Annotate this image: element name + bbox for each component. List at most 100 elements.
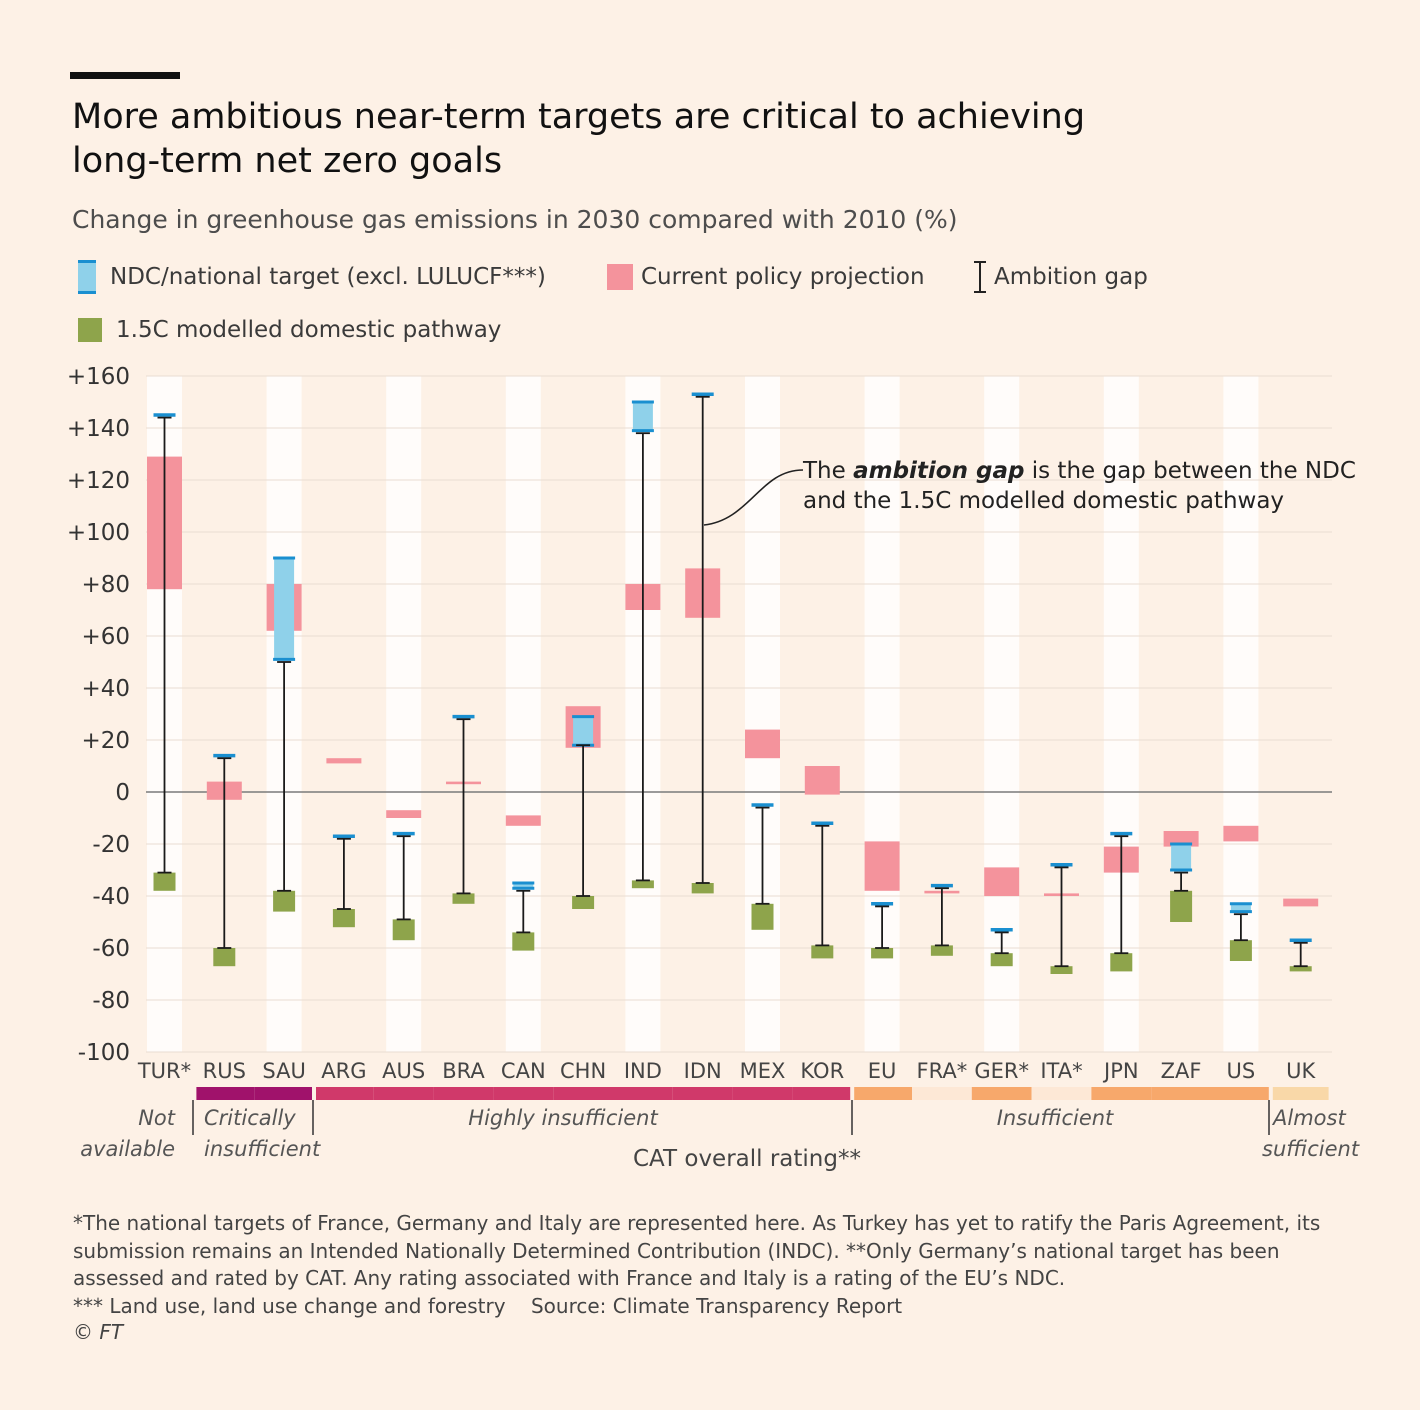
x-tick-label: GER* xyxy=(974,1059,1029,1083)
rating-bar-segment xyxy=(316,1087,374,1100)
pathway-bar xyxy=(871,948,894,959)
y-tick-label: -40 xyxy=(92,884,130,910)
rating-critical-2: insufficient xyxy=(204,1137,321,1161)
gap-whisker-icon xyxy=(974,261,986,293)
x-tick-label: CHN xyxy=(560,1059,606,1083)
legend-ndc: NDC/national target (excl. LULUCF***) xyxy=(78,260,546,294)
pathway-bar xyxy=(512,932,535,951)
x-tick-label: ITA* xyxy=(1040,1059,1082,1083)
x-tick-label: BRA xyxy=(442,1059,485,1083)
x-tick-label: TUR* xyxy=(137,1059,191,1083)
country-marks xyxy=(804,766,840,959)
country-marks xyxy=(446,714,481,904)
country-marks xyxy=(1283,898,1319,972)
data-marks xyxy=(147,392,1319,974)
country-marks xyxy=(1223,825,1259,961)
rating-not-available-1: Not xyxy=(138,1106,176,1130)
y-tick-label: +20 xyxy=(81,728,130,754)
pathway-bar xyxy=(1110,953,1133,972)
pathway-bar xyxy=(452,893,475,904)
x-tick-label: RUS xyxy=(203,1059,246,1083)
rating-bars xyxy=(196,1087,1329,1100)
x-tick-label: AUS xyxy=(382,1059,425,1083)
rating-bar-segment xyxy=(732,1087,793,1100)
x-tick-label: SAU xyxy=(262,1059,305,1083)
chart-subtitle: Change in greenhouse gas emissions in 20… xyxy=(72,205,958,234)
country-marks xyxy=(147,413,182,891)
rating-highly: Highly insufficient xyxy=(468,1106,658,1130)
x-axis-labels: TUR* RUS SAU ARG AUS BRA CAN CHN IND IDN MEX KOR EU F… xyxy=(137,1059,1317,1083)
rating-bar-segment xyxy=(196,1087,255,1100)
current-policy-bar xyxy=(1283,898,1319,907)
legend-pathway-label: 1.5C modelled domestic pathway xyxy=(116,317,502,343)
rating-bar-segment xyxy=(971,1087,1032,1100)
legend-current: Current policy projection xyxy=(607,264,925,290)
rating-almost-2: sufficient xyxy=(1262,1137,1360,1161)
legend-gap: Ambition gap xyxy=(970,260,1148,294)
rating-almost-1: Almost xyxy=(1271,1106,1346,1130)
rating-bar-segment xyxy=(912,1087,972,1100)
rating-bar-segment xyxy=(613,1087,673,1100)
pathway-bar xyxy=(332,909,355,928)
y-axis-labels: +160 +140 +120 +100 +80 +60 +40 +20 0 -20 -40 -60 -8… xyxy=(67,364,130,1066)
legend-ndc-label: NDC/national target (excl. LULUCF***) xyxy=(110,264,546,290)
country-marks xyxy=(1044,863,1079,974)
rating-bar-segment xyxy=(1211,1087,1269,1100)
rating-bar-segment xyxy=(254,1087,312,1100)
annotation-text-line2: and the 1.5C modelled domestic pathway xyxy=(803,488,1284,514)
annotation-pre: The xyxy=(802,458,853,484)
y-tick-label: +160 xyxy=(67,364,130,390)
column-band xyxy=(386,376,422,1052)
ndc-bar xyxy=(632,402,653,431)
rating-bar-segment xyxy=(1031,1087,1092,1100)
country-marks xyxy=(505,815,541,951)
gridlines xyxy=(146,375,1332,1053)
pathway-bar xyxy=(392,919,415,941)
rating-bar-segment xyxy=(672,1087,733,1100)
y-tick-label: +140 xyxy=(67,416,130,442)
pathway-bar xyxy=(273,890,296,912)
country-marks xyxy=(1163,831,1199,922)
country-marks xyxy=(864,841,900,959)
x-tick-label: US xyxy=(1227,1059,1256,1083)
current-policy-bar xyxy=(804,766,840,795)
current-policy-bar xyxy=(386,810,422,818)
legend-pathway: 1.5C modelled domestic pathway xyxy=(78,317,501,343)
rating-bar-segment xyxy=(1272,1087,1329,1100)
pathway-bar xyxy=(990,953,1013,967)
ndc-bar xyxy=(513,883,534,889)
ndc-swatch-icon xyxy=(78,260,96,294)
rating-critical-1: Critically xyxy=(204,1106,296,1130)
pathway-bar xyxy=(811,945,834,959)
country-marks xyxy=(266,556,302,912)
country-marks xyxy=(685,392,721,894)
x-tick-label: JPN xyxy=(1102,1059,1139,1083)
y-tick-label: -20 xyxy=(92,832,130,858)
rating-bar-segment xyxy=(493,1087,554,1100)
country-marks xyxy=(625,400,661,889)
country-marks xyxy=(386,810,422,941)
ndc-bar xyxy=(274,558,295,660)
pathway-bar xyxy=(213,948,236,967)
rating-bar-segment xyxy=(433,1087,494,1100)
country-marks xyxy=(326,758,362,928)
country-marks xyxy=(206,753,242,967)
y-tick-label: -80 xyxy=(92,988,130,1014)
footnote-lulucf: *** Land use, land use change and forest… xyxy=(73,1293,506,1318)
rating-axis-label: CAT overall rating** xyxy=(633,1146,861,1172)
current-policy-bar xyxy=(745,729,780,759)
legend-current-label: Current policy projection xyxy=(641,264,925,290)
current-policy-bar xyxy=(1223,825,1259,842)
x-tick-label: CAN xyxy=(501,1059,546,1083)
pathway-bar xyxy=(153,872,176,891)
rating-bar-segment xyxy=(373,1087,434,1100)
x-tick-label: ZAF xyxy=(1161,1059,1202,1083)
country-marks xyxy=(924,883,960,956)
annotation-post: is the gap between the NDC xyxy=(1024,458,1355,484)
pathway-bar xyxy=(1229,940,1252,961)
y-tick-label: +40 xyxy=(81,676,130,702)
footnote-main: *The national targets of France, Germany… xyxy=(73,1211,1321,1290)
rating-not-available-2: available xyxy=(80,1137,175,1161)
y-tick-label: +100 xyxy=(67,520,130,546)
pathway-bar xyxy=(930,945,953,956)
